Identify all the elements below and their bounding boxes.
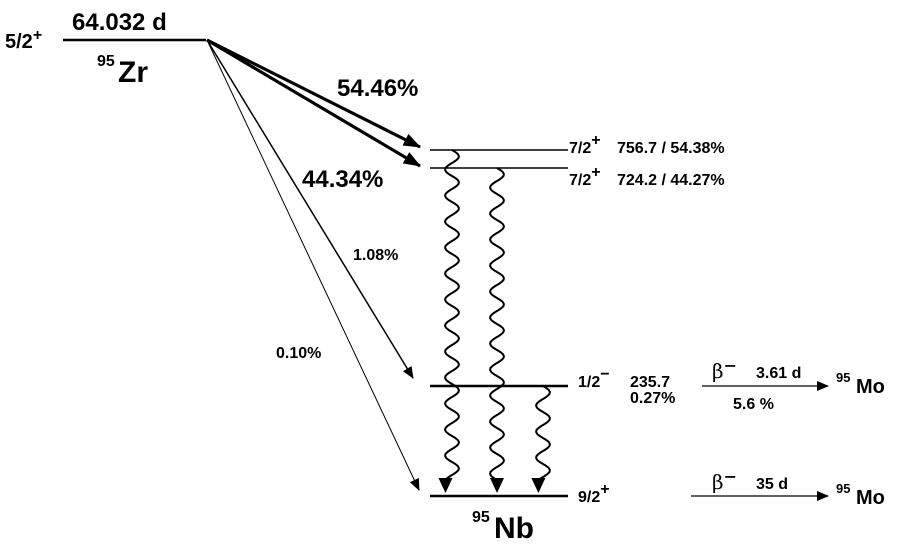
decay-235-product: Mo xyxy=(856,376,885,398)
level-756-label: 756.7 / 54.38% xyxy=(617,140,725,157)
level-235-spin: 1/2− xyxy=(578,366,610,391)
parent-parity: + xyxy=(33,27,42,44)
branch-arrow-235 xyxy=(206,39,414,379)
svg-text:5/2+: 5/2+ xyxy=(5,27,42,53)
decay-235-beta: β− xyxy=(712,356,737,383)
parent-element: Zr xyxy=(118,56,148,89)
gamma-724-to-gs-wave xyxy=(489,167,505,481)
decay-235-half-life: 3.61 d xyxy=(756,365,801,382)
level-235-energy: 235.7 xyxy=(630,374,670,391)
gamma-transitions xyxy=(438,149,551,493)
gamma-235-to-gs-wave xyxy=(535,385,551,481)
branch-label-gs: 0.10% xyxy=(276,345,321,362)
daughter-element: Nb xyxy=(494,512,534,543)
branch-arrow-756 xyxy=(206,38,421,149)
branch-label-724: 44.34% xyxy=(302,166,383,193)
branch-arrow-724 xyxy=(206,38,421,168)
decay-gs-half-life: 35 d xyxy=(756,476,788,493)
decay-235-branch: 5.6 % xyxy=(733,396,774,413)
parent-spin: 5/2 xyxy=(5,31,33,53)
parent-mass-number: 95 xyxy=(97,53,115,70)
parent-half-life: 64.032 d xyxy=(72,9,167,36)
decay-gs-beta: β− xyxy=(712,467,737,494)
daughter-mass-number: 95 xyxy=(472,509,490,526)
branch-arrow-gs xyxy=(206,39,420,491)
level-235-intensity: 0.27% xyxy=(630,390,675,407)
gamma-756-to-gs-wave xyxy=(444,149,460,481)
secondary-decays: β− 3.61 d 5.6 % 95 Mo β− 35 d 95 Mo xyxy=(691,356,885,509)
level-756-spin: 7/2+ xyxy=(569,132,601,157)
gamma-724-to-gs-arrowhead xyxy=(490,478,504,493)
decay-235-mass-number: 95 xyxy=(836,370,850,385)
branch-label-235: 1.08% xyxy=(353,247,398,264)
gamma-235-to-gs-arrowhead xyxy=(531,478,546,493)
level-724-label: 724.2 / 44.27% xyxy=(617,172,725,189)
decay-gs-product: Mo xyxy=(856,487,885,509)
daughter-levels: 7/2+ 756.7 / 54.38% 7/2+ 724.2 / 44.27% … xyxy=(430,132,725,545)
level-724-spin: 7/2+ xyxy=(569,164,601,189)
gamma-756-to-gs-arrowhead xyxy=(438,478,453,493)
decay-gs-mass-number: 95 xyxy=(836,481,850,496)
parent-level: 5/2+ 64.032 d 95 Zr xyxy=(5,9,206,89)
branch-label-756: 54.46% xyxy=(337,75,418,102)
level-gs-spin: 9/2+ xyxy=(578,481,610,506)
beta-branches: 54.46% 44.34% 1.08% 0.10% xyxy=(206,38,421,491)
